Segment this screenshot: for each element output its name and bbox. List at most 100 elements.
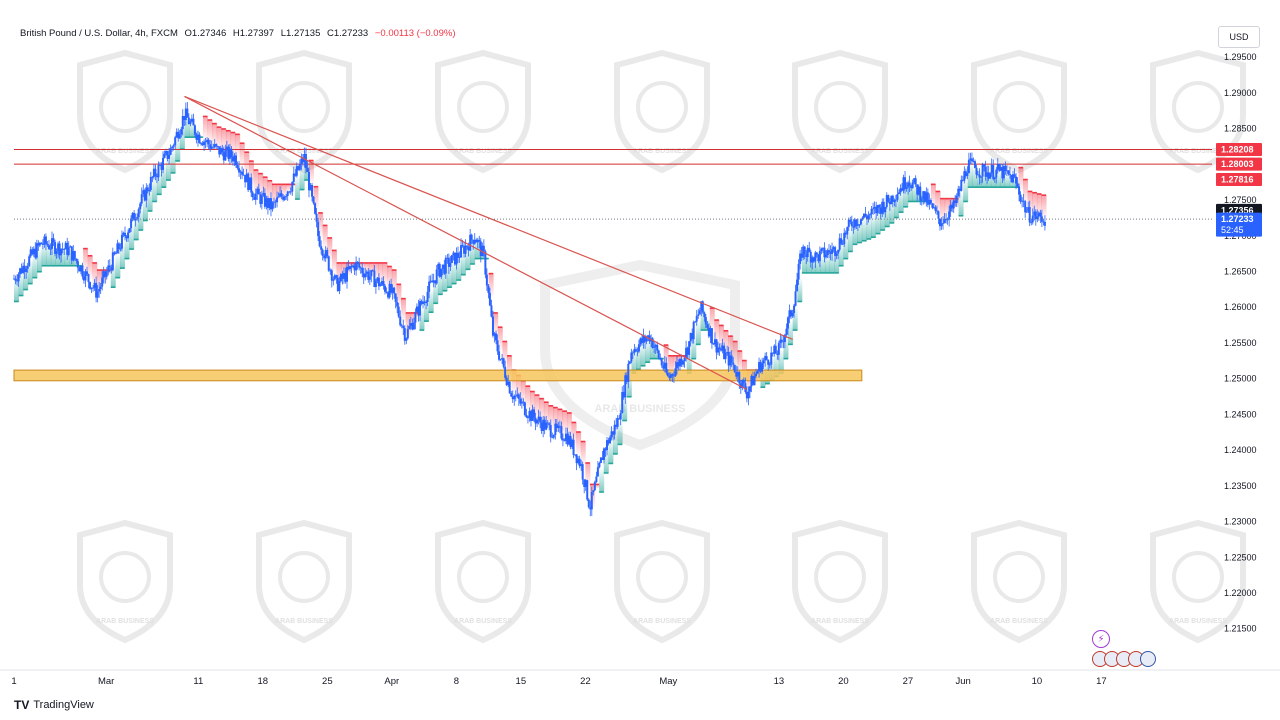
candle-body [987, 172, 990, 179]
watermark-shield-icon: ARAB BUSINESS [971, 49, 1067, 174]
candle-body [429, 280, 432, 282]
candle-body [379, 284, 382, 287]
candle-body [180, 129, 183, 135]
us-flag-icon[interactable] [1140, 651, 1156, 667]
candle-body [393, 287, 396, 294]
trend-fill [847, 228, 853, 252]
trend-fill [811, 254, 817, 274]
candle-body [920, 199, 923, 201]
candle-body [276, 197, 279, 203]
candle-body [616, 418, 619, 427]
candle-body [689, 333, 692, 342]
trend-fill [143, 197, 149, 222]
candle-body [374, 281, 377, 287]
candle-body [169, 148, 172, 155]
watermark-text: ARAB BUSINESS [990, 618, 1048, 625]
candle-body [672, 375, 675, 377]
candle-body [435, 269, 438, 284]
candle-body [370, 270, 373, 277]
candle-body [158, 164, 161, 166]
candle-body [1028, 207, 1031, 223]
price-axis[interactable]: 1.295001.290001.285001.280001.275001.270… [1224, 52, 1257, 634]
candle-body [1016, 183, 1019, 187]
candle-body [569, 435, 572, 448]
candle-body [531, 409, 534, 421]
trend-fill [152, 178, 158, 202]
candle-body [279, 193, 282, 197]
candle-body [782, 341, 785, 343]
price-tick-label: 1.29500 [1224, 52, 1257, 62]
trend-fill [788, 321, 794, 345]
trend-fill [216, 127, 222, 151]
branding[interactable]: TV TradingView [14, 698, 94, 712]
candle-body [140, 194, 143, 204]
watermark-shield-icon: ARAB BUSINESS [256, 49, 352, 174]
trend-fill [382, 262, 388, 287]
trend-fill [115, 254, 121, 279]
candle-body [76, 261, 79, 268]
candle-body [300, 158, 303, 165]
candle-body [846, 227, 849, 235]
candle-body [742, 379, 745, 384]
time-axis[interactable]: 1 Mar 11 18 25 Apr 8 15 22 May 13 20 27 Jun 10 17 [0, 669, 1280, 687]
candle-body [92, 287, 95, 289]
candle-body [234, 155, 237, 166]
trend-fill [83, 248, 89, 272]
time-tick-label: 18 [258, 676, 269, 687]
lightning-icon[interactable]: ⚡ [1092, 630, 1110, 648]
trend-fill [364, 262, 370, 272]
candle-body [362, 273, 365, 278]
candle-body [578, 458, 581, 467]
time-tick-label: 13 [774, 676, 785, 687]
candle-body [771, 352, 774, 354]
candle-body [923, 191, 926, 202]
candle-body [1021, 200, 1024, 202]
candle-body [479, 241, 482, 257]
trend-fill [866, 216, 872, 240]
candle-body [200, 143, 203, 144]
candle-body [966, 173, 969, 177]
candle-body [849, 219, 852, 222]
trend-fill [534, 395, 540, 419]
candle-body [269, 198, 272, 210]
candle-body [38, 242, 41, 246]
candle-body [306, 168, 309, 173]
candle-body [823, 247, 826, 258]
symbol-title[interactable]: British Pound / U.S. Dollar, 4h, FXCM [20, 28, 178, 39]
trendlines[interactable] [184, 95, 793, 390]
watermark-shield-icon: ARAB BUSINESS [77, 49, 173, 174]
candle-body [203, 141, 206, 146]
candle-body [441, 264, 444, 269]
watermark-shield-icon: ARAB BUSINESS [256, 519, 352, 644]
price-tick-label: 1.23000 [1224, 517, 1257, 527]
candle-body [368, 276, 371, 280]
price-tick-label: 1.28500 [1224, 124, 1257, 134]
trend-fill [313, 186, 319, 211]
candle-body [832, 247, 835, 250]
candle-body [884, 206, 887, 213]
trend-fill [156, 171, 162, 195]
candle-body [467, 246, 470, 251]
watermark-shield-icon: ARAB BUSINESS [971, 519, 1067, 644]
candle-body [730, 355, 733, 363]
candle-body [456, 252, 459, 258]
trend-fill [995, 171, 1001, 188]
trend-fill [207, 120, 213, 144]
economic-events[interactable] [1092, 651, 1156, 667]
trend-fill-layer [14, 114, 1047, 508]
trend-fill [221, 128, 227, 153]
candle-body [653, 346, 656, 348]
candle-body [139, 203, 142, 210]
candle-body [828, 250, 831, 253]
watermark-text: ARAB BUSINESS [96, 148, 154, 155]
candle-body [925, 192, 928, 202]
candle-body [151, 176, 154, 178]
candle-body [128, 228, 131, 233]
candle-body [127, 232, 130, 239]
trend-fill [617, 421, 623, 445]
candle-body [835, 253, 838, 256]
candle-body [990, 164, 993, 174]
currency-button[interactable]: USD [1218, 26, 1260, 48]
watermark-text: ARAB BUSINESS [811, 148, 869, 155]
